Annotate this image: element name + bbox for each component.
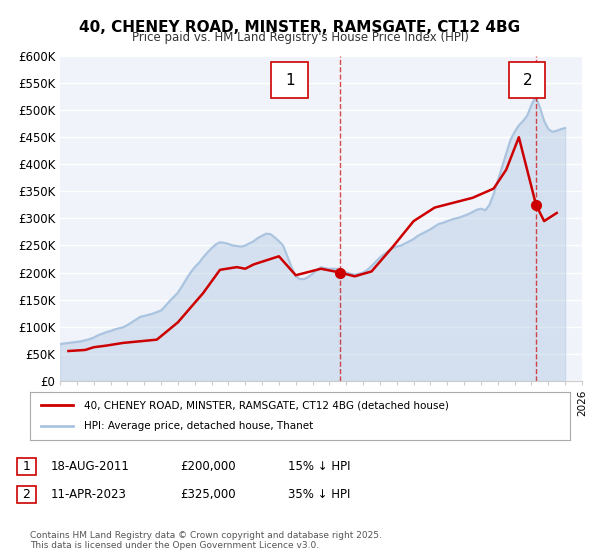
Text: 18-AUG-2011: 18-AUG-2011: [51, 460, 130, 473]
Text: 35% ↓ HPI: 35% ↓ HPI: [288, 488, 350, 501]
Text: Contains HM Land Registry data © Crown copyright and database right 2025.
This d: Contains HM Land Registry data © Crown c…: [30, 530, 382, 550]
Text: 2: 2: [523, 73, 532, 88]
Text: 11-APR-2023: 11-APR-2023: [51, 488, 127, 501]
FancyBboxPatch shape: [509, 63, 545, 98]
Text: £325,000: £325,000: [180, 488, 236, 501]
Text: HPI: Average price, detached house, Thanet: HPI: Average price, detached house, Than…: [84, 421, 313, 431]
Text: Price paid vs. HM Land Registry's House Price Index (HPI): Price paid vs. HM Land Registry's House …: [131, 31, 469, 44]
FancyBboxPatch shape: [271, 63, 308, 98]
Text: 1: 1: [285, 73, 295, 88]
Text: 40, CHENEY ROAD, MINSTER, RAMSGATE, CT12 4BG: 40, CHENEY ROAD, MINSTER, RAMSGATE, CT12…: [79, 20, 521, 35]
Text: £200,000: £200,000: [180, 460, 236, 473]
Text: 40, CHENEY ROAD, MINSTER, RAMSGATE, CT12 4BG (detached house): 40, CHENEY ROAD, MINSTER, RAMSGATE, CT12…: [84, 400, 449, 410]
Text: 2: 2: [22, 488, 31, 501]
Text: 15% ↓ HPI: 15% ↓ HPI: [288, 460, 350, 473]
Text: 1: 1: [22, 460, 31, 473]
